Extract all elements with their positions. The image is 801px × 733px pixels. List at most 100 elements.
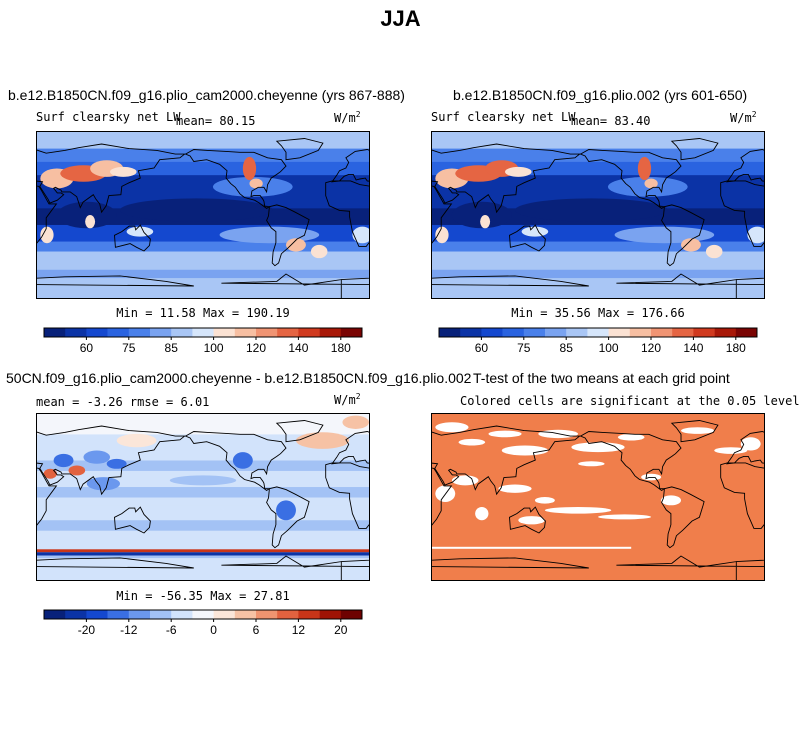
field-band [432,132,764,150]
colorbar-swatch [65,610,87,619]
case-title-bottom-right: T-test of the two means at each grid poi… [473,370,730,386]
field-blob [747,226,764,244]
field-blob [521,226,549,237]
field-blob [106,458,127,469]
continent-outline [37,185,58,244]
colorbar-swatch [256,610,278,619]
colorbar-swatch [439,328,461,337]
colorbar-top-left: 60 75 85 100 120 140 180 [43,327,363,358]
field-blob [644,178,658,189]
colorbar-tick-label: -12 [120,623,138,637]
colorbar-swatch [128,328,151,337]
field-band [37,520,369,531]
field-blob [242,156,257,181]
colorbar-swatch [460,328,482,337]
nonsignificant-cell [598,514,652,520]
colorbar-frame [43,609,363,620]
colorbar-swatch [234,610,257,619]
nonsignificant-cell [740,437,761,451]
nonsignificant-cell [488,430,522,438]
field-blob [83,450,111,464]
nonsignificant-cell [617,433,645,441]
colorbar-swatch [672,328,694,337]
continent-outline [670,138,719,161]
colorbar-swatch [651,328,673,337]
significance-fill [432,414,764,580]
stats-label-bottom-left: mean = -3.26 rmse = 6.01 [36,395,210,409]
colorbar-swatch [256,328,278,337]
field-band [37,555,369,559]
field-blob [505,166,532,177]
colorbar-swatch [340,610,363,619]
field-band [37,487,369,498]
mean-label-top-left: mean= 80.15 [176,114,256,128]
field-blob [681,238,701,252]
continent-outline [616,555,764,580]
colorbar-swatch [693,328,715,337]
field-blob [56,201,117,229]
continent-outline [509,224,546,252]
nonsignificant-cell [518,516,545,525]
field-band [37,261,369,270]
colorbar-bottom-left: -20 -12 -6 0 6 12 20 [43,609,363,640]
nonsignificant-cell [544,506,612,514]
field-band [37,460,369,471]
continent-outline [509,506,546,534]
field-blob [352,226,369,244]
minmax-bottom-left: Min = -56.35 Max = 27.81 [116,589,290,603]
field-band [37,241,369,253]
colorbar-swatch [277,610,299,619]
continent-outline [114,506,151,534]
colorbar-tick-label: 75 [517,341,531,355]
continent-outline [720,462,764,529]
field-blob [637,156,652,181]
nonsignificant-cell [578,461,605,467]
continent-outline [37,557,194,569]
colorbar-swatch [319,610,342,619]
colorbar-swatch [192,610,214,619]
continent-outline [579,431,682,492]
nonsignificant-cell [661,495,681,506]
field-blob [232,452,253,469]
continent-outline [661,486,705,549]
field-blob [40,226,54,244]
case-title-bottom-left: 50CN.f09_g16.plio_cam2000.cheyenne - b.e… [6,370,472,386]
colorbar-tick-label: 85 [560,341,574,355]
field-blob [310,244,328,259]
continent-outline [221,555,369,580]
continent-outline [432,275,589,287]
field-band [37,132,369,150]
minmax-top-left: Min = 11.58 Max = 190.19 [116,306,290,320]
variable-label-top-right: Surf clearsky net LW [431,110,576,124]
colorbar-tick-label: 85 [165,341,179,355]
continent-outline [275,420,324,443]
minmax-top-right: Min = 35.56 Max = 176.66 [511,306,685,320]
units-top-right: W/m2 [730,110,757,125]
colorbar-swatch [298,328,320,337]
field-band [37,549,369,553]
colorbar-tick-label: 180 [726,341,746,355]
colorbar-swatch [128,610,151,619]
continent-outline [432,425,581,496]
continent-outline [720,180,764,247]
field-blob [480,215,491,229]
field-blob [68,465,86,476]
colorbar-swatch [481,328,503,337]
colorbar-swatch [545,328,567,337]
continent-outline [266,486,310,549]
continent-outline [37,143,186,214]
field-blob [110,166,137,177]
nonsignificant-cell [475,506,489,521]
continent-outline [432,467,453,526]
nonsignificant-cell [501,445,549,456]
colorbar-swatch [234,328,257,337]
continent-outline [432,185,453,244]
nonsignificant-cell [681,427,715,434]
colorbar-tick-label: 140 [288,341,308,355]
colorbar-swatch [566,328,588,337]
colorbar-tick-label: 75 [122,341,136,355]
colorbar-swatch [150,328,172,337]
colorbar-tick-label: 20 [334,623,348,637]
variable-label-top-left: Surf clearsky net LW [36,110,181,124]
colorbar-swatch [171,610,193,619]
